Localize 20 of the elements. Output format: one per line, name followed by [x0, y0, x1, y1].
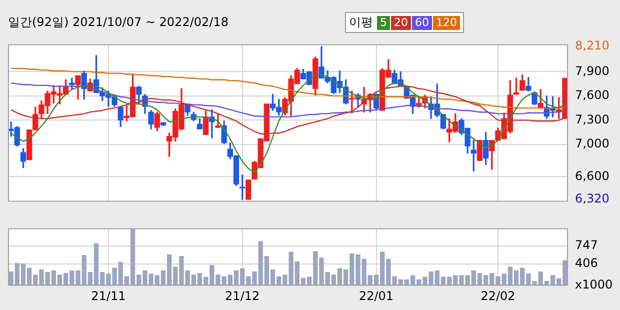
- x-tick-label: 22/01: [358, 288, 394, 303]
- text: 20: [391, 16, 411, 30]
- y-tick-label: 747: [575, 238, 598, 252]
- y-tick-label: 8,210: [575, 38, 610, 53]
- x-tick-label: 22/02: [480, 288, 516, 303]
- y-tick-label: 7,300: [575, 112, 610, 126]
- y-tick-label: 6,320: [575, 192, 610, 206]
- y-tick-label: 6,600: [575, 168, 610, 183]
- text: 60: [412, 16, 432, 30]
- y-tick-label: 7,600: [575, 88, 610, 102]
- legend-title: 이평: [349, 14, 373, 31]
- text: 5: [377, 16, 390, 30]
- y-tick-label: 406: [575, 256, 598, 270]
- x-tick-label: 21/12: [225, 288, 260, 303]
- y-tick-label: 7,000: [575, 136, 610, 151]
- chart-title: 일간(92일) 2021/10/07 ~ 2022/02/18: [8, 14, 228, 31]
- x-tick-label: 21/11: [91, 288, 126, 303]
- text: 120: [433, 16, 460, 30]
- y-tick-label: x1000: [575, 278, 613, 292]
- y-tick-label: 7,900: [575, 64, 610, 78]
